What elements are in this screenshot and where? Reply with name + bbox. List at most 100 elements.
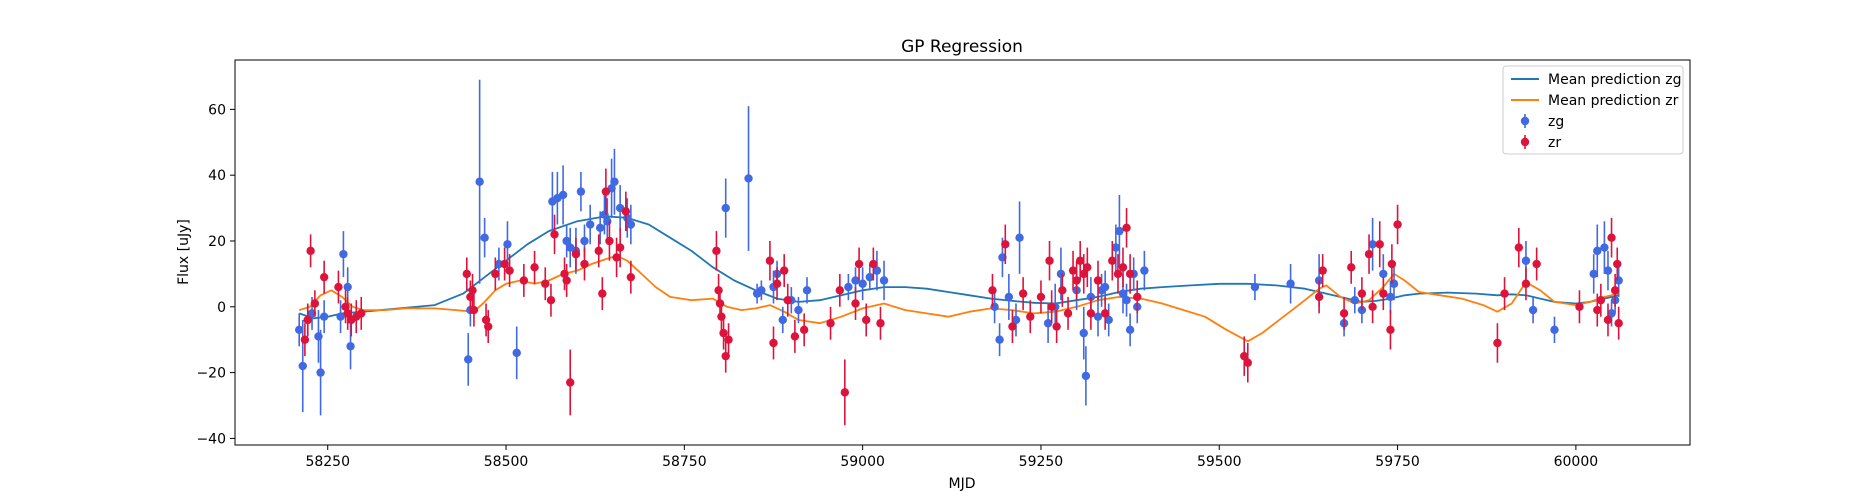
data-point-zg [1600,243,1609,252]
data-point-zr [851,299,860,308]
data-point-zr [826,319,835,328]
data-point-zg [580,236,589,246]
data-point-zr [1593,305,1602,315]
data-point-zg [595,223,605,233]
data-point-zg [1140,266,1149,275]
data-point-zg [1118,289,1128,298]
data-point-zr [1521,279,1531,288]
data-point-zr [626,272,636,282]
data-point-zr [714,286,723,295]
data-point-zg [1081,371,1091,381]
chart-title: GP Regression [901,37,1023,57]
x-tick-label: 58250 [305,454,350,470]
data-point-zr [835,286,845,295]
data-point-zr [1079,269,1088,279]
data-point-zr [783,296,792,305]
x-tick-label: 59000 [840,454,885,470]
data-point-zr [1063,309,1073,318]
data-point-zr [1083,263,1092,272]
data-point-zr [303,315,312,325]
data-point-zg [1389,279,1399,288]
data-point-zg [603,217,612,226]
data-point-zr [854,259,864,269]
data-point-zr [519,276,529,285]
y-tick-label: −20 [196,366,226,382]
data-point-zr [1086,309,1096,318]
data-point-zg [1379,269,1388,279]
data-point-zr [319,272,329,282]
data-point-zr [469,305,479,315]
data-point-zr [1068,266,1078,275]
data-point-zr [1314,292,1324,302]
data-point-zr [541,279,550,288]
data-point-zg [480,233,489,242]
data-point-zr [869,259,878,269]
legend-label: Mean prediction zg [1548,72,1682,88]
data-point-zg [757,286,766,295]
data-point-zg [1056,269,1066,279]
data-point-zg [316,368,325,377]
data-point-zr [546,296,556,305]
x-tick-label: 58750 [662,454,707,470]
data-point-zr [840,388,850,397]
data-point-zr [505,266,514,275]
data-point-zg [1104,315,1113,325]
data-point-zr [1318,266,1327,275]
data-point-zg [585,220,595,229]
data-point-zr [300,335,310,344]
data-point-zg [872,266,882,275]
x-tick-label: 58500 [484,454,529,470]
data-point-zg [1043,319,1053,328]
data-point-zr [1036,292,1046,302]
data-point-zr [1052,322,1061,331]
data-point-zg [1368,240,1377,249]
legend-label: Mean prediction zr [1548,93,1679,109]
y-tick-label: 60 [208,102,226,118]
data-point-zr [1493,338,1502,348]
data-point-zg [512,348,521,358]
data-point-zr [1047,302,1056,311]
legend-label: zg [1548,114,1564,130]
data-point-zg [1550,325,1559,335]
data-point-zg [1528,305,1538,315]
data-point-zr [1364,249,1374,259]
data-point-zg [1111,243,1121,252]
data-point-zr [334,282,343,292]
data-point-zr [799,325,809,335]
data-point-zr [550,230,559,239]
data-point-zr [1240,351,1249,361]
data-point-zr [1393,220,1402,229]
data-point-zg [1350,296,1359,305]
data-point-zg [503,240,512,249]
data-point-zr [1072,276,1081,285]
data-point-zr [598,289,607,298]
data-point-zr [612,253,621,262]
data-point-zg [1593,246,1602,256]
y-tick-label: 20 [208,234,226,250]
data-point-zg [1122,296,1131,305]
data-point-zr [1596,296,1606,305]
data-point-zr [1018,289,1028,298]
data-point-zr [1001,240,1010,249]
data-point-zr [306,246,315,256]
data-point-zr [1008,322,1017,331]
data-point-zr [310,299,320,308]
data-point-zr [562,276,571,285]
data-point-zr [530,263,539,272]
data-point-zr [1610,286,1620,295]
data-point-zg [851,276,860,285]
data-point-zg [314,332,323,341]
data-point-zg [879,276,889,285]
data-point-zg [990,302,999,311]
series-zg-points [294,79,1623,416]
data-point-zg [778,315,787,325]
y-tick-label: 0 [217,300,226,316]
data-point-zr [615,243,625,252]
data-point-zr [1514,243,1524,252]
line-mean-prediction-zr [298,254,1619,343]
data-point-zg [802,286,812,295]
legend: Mean prediction zg Mean prediction zr zg zr [1502,65,1684,155]
data-point-zg [1521,256,1531,265]
data-point-zg [1125,325,1135,335]
legend-marker-swatch [1520,116,1530,126]
